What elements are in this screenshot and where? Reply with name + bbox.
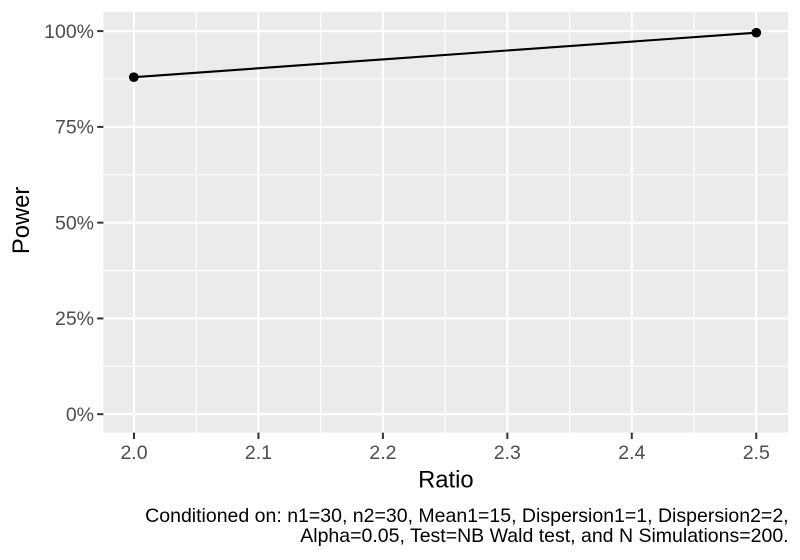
svg-text:2.2: 2.2 (369, 442, 396, 464)
svg-text:25%: 25% (55, 308, 94, 330)
svg-text:Conditioned on: n1=30, n2=30,: Conditioned on: n1=30, n2=30, Mean1=15, … (145, 505, 788, 527)
svg-text:0%: 0% (66, 404, 94, 426)
svg-text:50%: 50% (55, 212, 94, 234)
svg-text:Alpha=0.05, Test=NB Wald test,: Alpha=0.05, Test=NB Wald test, and N Sim… (300, 525, 788, 547)
svg-text:Power: Power (8, 187, 35, 255)
svg-text:100%: 100% (44, 21, 94, 43)
svg-text:75%: 75% (55, 117, 94, 139)
svg-text:2.1: 2.1 (245, 442, 272, 464)
svg-text:2.5: 2.5 (743, 442, 770, 464)
svg-text:2.0: 2.0 (120, 442, 147, 464)
svg-text:2.4: 2.4 (618, 442, 645, 464)
svg-text:2.3: 2.3 (494, 442, 521, 464)
svg-text:Ratio: Ratio (418, 467, 474, 494)
